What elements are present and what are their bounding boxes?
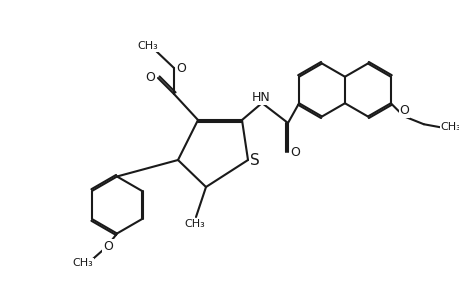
Text: HN: HN (252, 91, 270, 104)
Text: O: O (103, 240, 113, 253)
Text: O: O (290, 146, 300, 158)
Text: O: O (176, 61, 186, 74)
Text: CH₃: CH₃ (137, 41, 158, 51)
Text: O: O (145, 70, 155, 83)
Text: S: S (249, 153, 259, 168)
Text: CH₃: CH₃ (440, 122, 459, 132)
Text: O: O (398, 104, 409, 117)
Text: CH₃: CH₃ (73, 259, 93, 269)
Text: CH₃: CH₃ (184, 219, 205, 229)
